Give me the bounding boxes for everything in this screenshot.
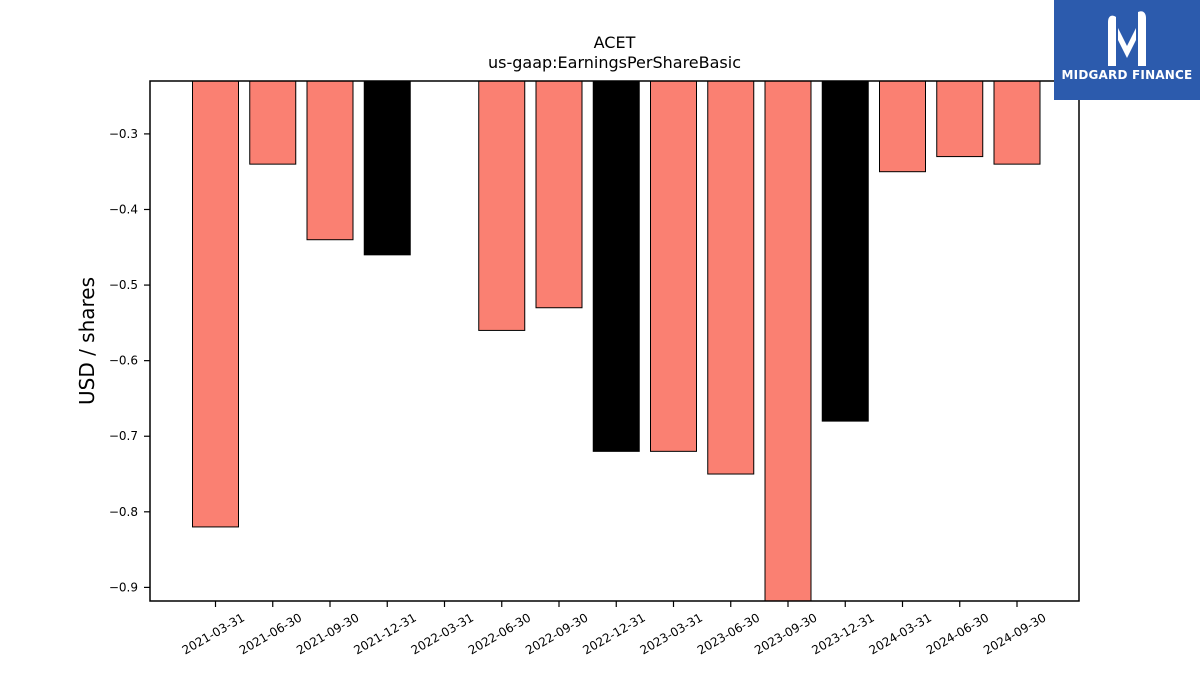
x-tick-label: 2021-06-30: [237, 610, 304, 657]
bar-2021-09-30: [306, 80, 354, 241]
x-tick-label: 2022-06-30: [466, 610, 533, 657]
brand-logo: MIDGARD FINANCE: [1054, 0, 1200, 100]
bar-2024-06-30: [936, 80, 984, 158]
x-tick-label: 2021-03-31: [180, 610, 247, 657]
bar-2023-09-30: [764, 80, 812, 602]
bar-2024-03-31: [879, 80, 926, 173]
y-tick-label: −0.6: [109, 354, 138, 368]
bar-2021-06-30: [249, 80, 297, 165]
x-tick-label: 2023-09-30: [752, 610, 819, 657]
bar-2023-03-31: [650, 80, 697, 452]
brand-name: MIDGARD FINANCE: [1061, 68, 1193, 82]
bars-group: [192, 80, 1041, 602]
y-tick-label: −0.4: [109, 202, 138, 216]
bar-2022-06-30: [478, 80, 526, 331]
x-tick-label: 2022-09-30: [523, 610, 590, 657]
y-tick-label: −0.9: [109, 580, 138, 594]
y-axis-title: USD / shares: [75, 277, 99, 405]
x-tick-label: 2021-09-30: [294, 610, 361, 657]
bar-2021-03-31: [192, 80, 239, 528]
x-tick-label: 2024-06-30: [924, 610, 991, 657]
y-tick-label: −0.5: [109, 278, 138, 292]
x-axis-ticks: 2021-03-312021-06-302021-09-302021-12-31…: [180, 601, 1049, 657]
x-tick-label: 2023-12-31: [809, 610, 876, 657]
x-tick-label: 2021-12-31: [351, 610, 418, 657]
x-tick-label: 2023-03-31: [638, 610, 705, 657]
bar-2022-12-31: [592, 80, 640, 452]
bar-2023-06-30: [707, 80, 755, 475]
x-tick-label: 2024-03-31: [867, 610, 934, 657]
y-tick-label: −0.8: [109, 505, 138, 519]
x-tick-label: 2024-09-30: [981, 610, 1048, 657]
bar-2023-12-31: [821, 80, 869, 422]
y-tick-label: −0.3: [109, 127, 138, 141]
chart-subtitle: us-gaap:EarningsPerShareBasic: [488, 53, 741, 72]
bar-2024-09-30: [993, 80, 1041, 165]
x-tick-label: 2023-06-30: [695, 610, 762, 657]
bar-2022-09-30: [535, 80, 583, 309]
x-tick-label: 2022-03-31: [409, 610, 476, 657]
y-axis-ticks: −0.3 −0.4 −0.5 −0.6 −0.7 −0.8 −0.9: [109, 127, 150, 594]
bar-2021-12-31: [363, 80, 411, 256]
midgard-m-logo-icon: [1108, 11, 1146, 67]
chart-title: ACET: [594, 33, 636, 52]
plot-frame: [149, 80, 1080, 602]
y-tick-label: −0.7: [109, 429, 138, 443]
x-tick-label: 2022-12-31: [580, 610, 647, 657]
